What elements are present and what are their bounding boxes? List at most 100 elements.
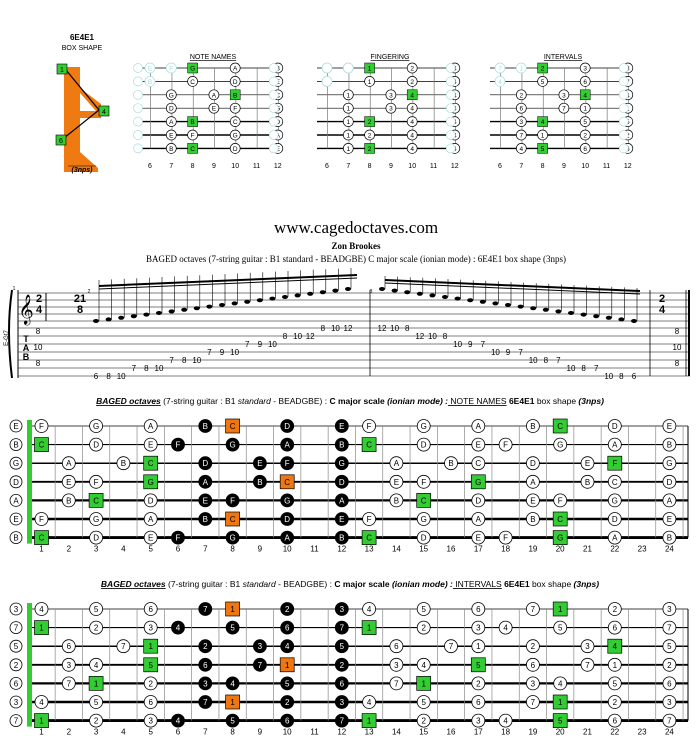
mini-note xyxy=(537,76,548,87)
scale-note-marker xyxy=(471,695,486,709)
scale-note-marker xyxy=(334,676,349,691)
tab-number: 10 xyxy=(331,324,340,333)
tab-number: 7 xyxy=(132,364,137,373)
scale-note-marker xyxy=(389,456,404,471)
note-label: G xyxy=(421,422,427,431)
scale-note-marker xyxy=(89,419,103,433)
scale-note-marker xyxy=(526,474,540,489)
tab-number: 10 xyxy=(293,332,302,341)
note-label: 4 xyxy=(367,605,372,614)
mini-note-label: 3 xyxy=(389,106,393,113)
note-label: 3 xyxy=(340,698,345,707)
scale-note-marker xyxy=(280,676,295,691)
mini-note-label: F xyxy=(191,133,195,140)
mini-fret-number: 6 xyxy=(325,163,329,170)
score-note xyxy=(168,309,175,314)
title-part: box shape xyxy=(534,396,576,406)
scale-note-marker xyxy=(171,437,185,452)
tab-number: 8 xyxy=(144,364,149,373)
beam xyxy=(98,277,358,290)
open-string-label: B xyxy=(13,441,18,450)
note-label: 1 xyxy=(613,661,618,670)
note-label: G xyxy=(93,422,99,431)
open-string-note xyxy=(9,695,23,709)
scale-note-marker xyxy=(471,639,486,654)
tab-number: 10 xyxy=(491,348,500,357)
mini-note xyxy=(515,129,527,141)
note-label: 5 xyxy=(667,642,672,651)
scale-note-marker xyxy=(334,530,349,545)
note-label: 7 xyxy=(531,605,536,614)
title-part: - BEADGBE) : xyxy=(271,396,327,406)
tab-number: 8 xyxy=(675,327,680,336)
tab-number: 7 xyxy=(245,340,250,349)
note-label: 3 xyxy=(667,698,672,707)
note-label: B xyxy=(339,534,344,543)
scale-note-marker xyxy=(61,657,76,672)
note-label: A xyxy=(476,422,482,431)
scale-note-marker xyxy=(553,437,568,452)
scale-note-marker xyxy=(416,530,431,545)
tab-number: 9 xyxy=(468,340,473,349)
scale-note-marker xyxy=(252,657,267,672)
mini-fret-number: 12 xyxy=(624,163,632,170)
fret-number: 6 xyxy=(176,728,181,737)
mini-edge-ghost xyxy=(445,103,456,114)
note-label: F xyxy=(285,459,290,468)
scale-note-marker xyxy=(471,620,486,635)
root-note-marker xyxy=(552,713,568,728)
scale-note-marker xyxy=(471,512,486,526)
scale-note-marker xyxy=(471,456,486,471)
fret-number: 21 xyxy=(583,728,592,737)
scale-note-marker xyxy=(143,676,158,691)
mini-fret-number: 7 xyxy=(346,163,350,170)
note-label: 5 xyxy=(230,624,235,633)
title-part: standard xyxy=(235,396,271,406)
note-label: 4 xyxy=(367,698,372,707)
note-label: F xyxy=(176,441,181,450)
mini-note-label: 4 xyxy=(410,146,414,153)
mini-open-ghost xyxy=(133,143,143,154)
tab-number: 8 xyxy=(36,327,41,336)
time-sig-bottom: 8 xyxy=(77,304,83,316)
mini-open-ghost xyxy=(133,116,143,127)
mini-note xyxy=(364,129,375,141)
score-note xyxy=(479,299,486,304)
mini-note xyxy=(229,129,241,141)
mini-title: FINGERING xyxy=(371,54,410,61)
note-label: 4 xyxy=(39,605,44,614)
note-label: 3 xyxy=(148,624,153,633)
open-string-label: E xyxy=(13,422,18,431)
scale-note-marker xyxy=(362,512,377,526)
mini-root-note xyxy=(406,89,418,101)
tab-number: 12 xyxy=(378,324,387,333)
note-label: B xyxy=(667,441,672,450)
mini-open-ghost xyxy=(133,63,143,73)
mini-note-label: F xyxy=(233,106,237,113)
fret-number: 19 xyxy=(528,545,537,554)
tab-number: 8 xyxy=(182,356,187,365)
time-sig-bottom: 4 xyxy=(36,304,43,316)
mini-note-label: 7 xyxy=(519,133,523,140)
mini-note xyxy=(579,116,591,127)
fret-number: 16 xyxy=(447,728,456,737)
mini-note-label: 4 xyxy=(519,146,523,153)
scale-note-marker xyxy=(34,602,49,616)
root-note-marker xyxy=(143,657,159,673)
note-label: C xyxy=(148,459,154,468)
mini-note-label: A xyxy=(212,92,217,99)
score-note xyxy=(130,314,137,319)
score-note xyxy=(294,293,301,298)
score-note xyxy=(593,314,600,319)
mini-note-label: B xyxy=(148,79,152,86)
note-label: 5 xyxy=(558,624,563,633)
fret-number: 24 xyxy=(665,545,674,554)
score-note xyxy=(282,295,288,299)
mini-note-label: 1 xyxy=(519,66,523,73)
fret-number: 2 xyxy=(67,728,72,737)
mini-note-label: 5 xyxy=(541,79,545,86)
note-label: 3 xyxy=(531,679,536,688)
mini-note-label: B xyxy=(190,119,194,126)
scale-note-marker xyxy=(34,695,49,709)
mini-root-note xyxy=(187,143,198,154)
